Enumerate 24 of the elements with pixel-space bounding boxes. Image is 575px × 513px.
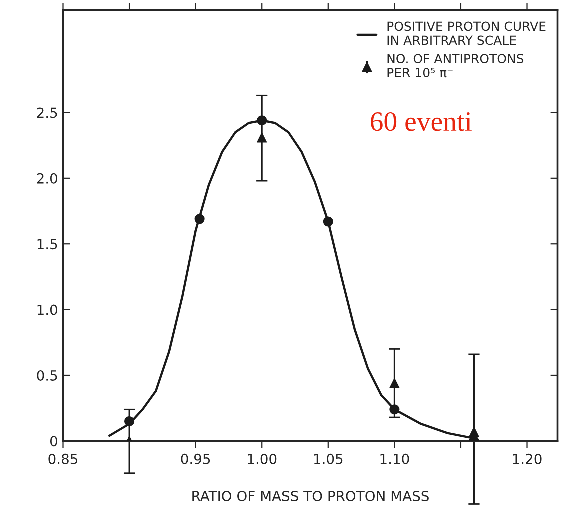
legend-label: POSITIVE PROTON CURVE IN ARBITRARY SCALE (388, 22, 546, 46)
y-tick-label: 2.0 (37, 173, 58, 184)
point (257, 132, 268, 143)
point (257, 116, 268, 126)
legend-label: NO. OF ANTIPROTONS PER 10⁵ π⁻ (388, 54, 524, 78)
x-tick-label: 1.20 (513, 454, 542, 464)
x-tick-label: 0.85 (48, 454, 78, 464)
point (323, 216, 334, 227)
annotation: 60 eventi (371, 112, 472, 132)
x-tick-label: 1.10 (380, 454, 410, 464)
point (390, 404, 400, 415)
y-tick-label: 2.5 (37, 108, 58, 118)
y-tick-label: 1.0 (38, 304, 58, 316)
point (194, 214, 205, 224)
point (124, 416, 135, 427)
x-tick-label: 1.05 (314, 454, 343, 464)
point (469, 426, 480, 438)
point (390, 378, 400, 388)
y-tick-label: 0 (50, 436, 58, 447)
x-tick-label: 1.00 (248, 454, 277, 464)
x-axis-title: RATIO OF MASS TO PROTON MASS (192, 490, 429, 502)
y-tick-label: 0.5 (37, 370, 58, 381)
y-tick-label: 1.5 (38, 239, 58, 250)
x-tick-label: 0.95 (181, 454, 210, 464)
